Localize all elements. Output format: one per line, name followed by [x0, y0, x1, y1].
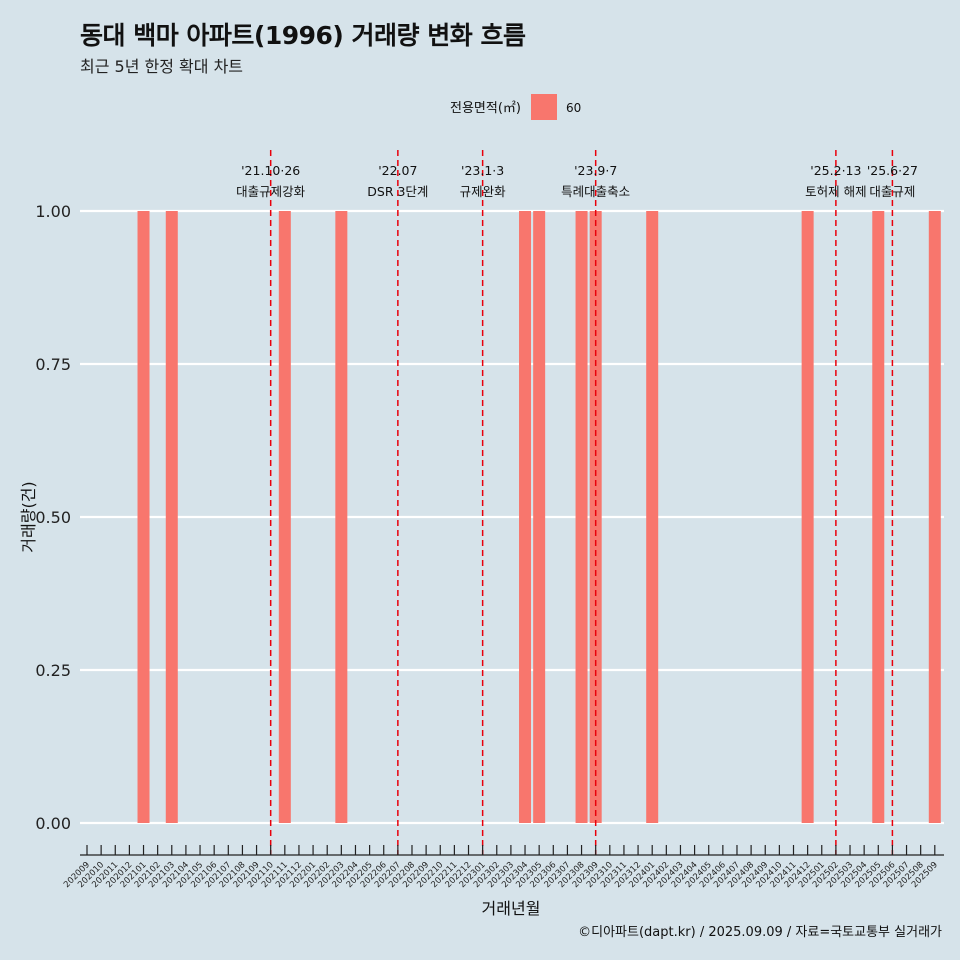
event-label-2: 규제완화 [460, 184, 507, 199]
event-date-2: '23.1·3 [461, 163, 504, 178]
bar-202203 [335, 211, 348, 823]
event-label-0: 대출규제강화 [236, 184, 306, 199]
event-label-1: DSR 3단계 [367, 184, 428, 199]
legend-swatch-60 [531, 94, 557, 120]
bar-202309 [589, 211, 602, 823]
bar-202101 [137, 211, 150, 823]
bar-202505 [872, 211, 885, 823]
legend-title: 전용면적(㎡) [450, 101, 521, 116]
bar-202509 [928, 211, 941, 823]
event-date-3: '23.9·7 [574, 163, 617, 178]
bar-202304 [519, 211, 532, 823]
chart-subtitle: 최근 5년 한정 확대 차트 [80, 57, 244, 76]
event-date-5: '25.6·27 [867, 163, 918, 178]
event-label-3: 특례대출축소 [561, 184, 630, 199]
bar-202305 [533, 211, 546, 823]
bar-202401 [646, 211, 659, 823]
y-tick-label-2: 0.50 [35, 508, 71, 527]
event-date-4: '25.2·13 [810, 163, 861, 178]
event-label-4: 토허제 해제 [805, 184, 866, 199]
event-label-5: 대출규제 [869, 184, 915, 199]
x-axis-title: 거래년월 [482, 899, 541, 918]
y-tick-label-0: 0.00 [35, 814, 71, 833]
y-tick-label-3: 0.75 [35, 355, 71, 374]
bar-202308 [575, 211, 588, 823]
bar-202111 [278, 211, 291, 823]
y-tick-label-1: 0.25 [35, 661, 71, 680]
bar-202412 [801, 211, 814, 823]
y-tick-label-4: 1.00 [35, 202, 71, 221]
event-date-0: '21.10·26 [241, 163, 300, 178]
legend-label-60: 60 [566, 101, 581, 115]
chart-title: 동대 백마 아파트(1996) 거래량 변화 흐름 [80, 21, 526, 50]
event-date-1: '22.07 [378, 163, 417, 178]
y-axis-title: 거래량(건) [19, 481, 38, 552]
bar-202103 [165, 211, 178, 823]
footer-credit: ©디아파트(dapt.kr) / 2025.09.09 / 자료=국토교통부 실… [578, 925, 942, 940]
